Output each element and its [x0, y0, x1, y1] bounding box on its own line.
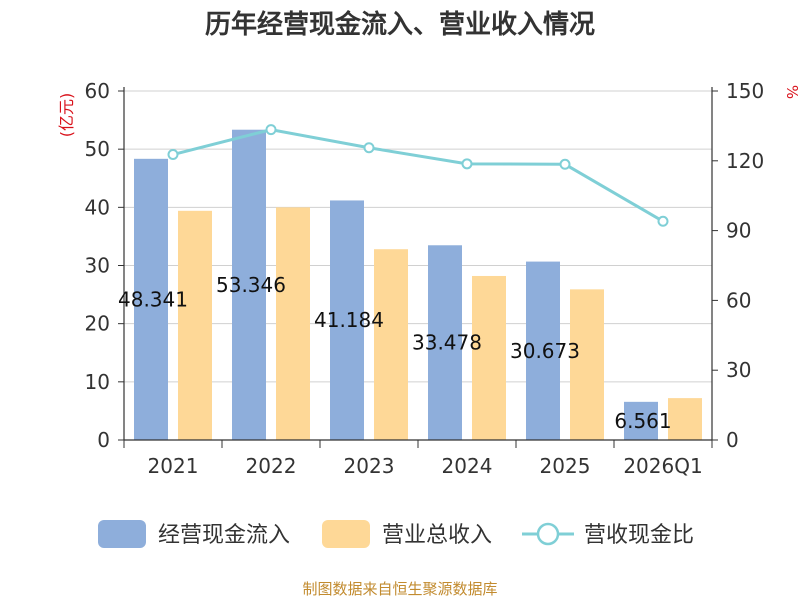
bar-revenue — [472, 275, 506, 440]
legend-swatch-revenue — [322, 520, 370, 548]
legend-label-ratio: 营收现金比 — [584, 523, 694, 548]
left-axis-tick-label: 50 — [85, 137, 110, 161]
ratio-point — [167, 149, 179, 161]
legend-label-cash-inflow: 经营现金流入 — [158, 523, 290, 548]
bar-data-label: 30.673 — [510, 339, 580, 363]
right-axis-tick-label: 60 — [726, 288, 751, 312]
right-axis-tick-label: 90 — [726, 219, 751, 243]
bar-data-label: 6.561 — [614, 409, 671, 433]
bar-cash-inflow — [134, 158, 168, 440]
right-axis-tick-label: 150 — [726, 79, 764, 103]
source-note: 制图数据来自恒生聚源数据库 — [302, 580, 498, 598]
bar-data-label: 33.478 — [412, 331, 482, 355]
legend-swatch-ratio-point — [536, 522, 560, 546]
bar-cash-inflow — [232, 129, 266, 440]
bar-cash-inflow — [526, 261, 560, 440]
bar-data-label: 41.184 — [314, 308, 384, 332]
left-axis-tick-label: 20 — [85, 312, 110, 336]
left-axis-tick-label: 30 — [85, 254, 110, 278]
ratio-point — [657, 215, 669, 227]
chart-title: 历年经营现金流入、营业收入情况 — [204, 10, 595, 40]
bar-data-label: 53.346 — [216, 273, 286, 297]
left-axis-tick-label: 10 — [85, 370, 110, 394]
left-axis-tick-label: 40 — [85, 195, 110, 219]
left-axis-tick-label: 60 — [85, 79, 110, 103]
chart: 0 10 20 30 40 50 60 0 30 60 90 120 150 (亿元)% 2021 2022 2… — [57, 79, 800, 548]
bar-revenue — [276, 207, 310, 440]
right-axis-tick-label: 0 — [726, 428, 739, 452]
left-axis-title: (亿元) — [57, 93, 76, 138]
ratio-point — [265, 124, 277, 136]
bar-revenue — [570, 289, 604, 440]
bar-cash-inflow — [330, 200, 364, 440]
x-axis-tick-label: 2024 — [442, 454, 493, 478]
bar-cash-inflow — [428, 245, 462, 440]
x-axis-tick-label: 2021 — [148, 454, 199, 478]
x-axis-tick-label: 2025 — [540, 454, 591, 478]
x-axis-tick-label: 2026Q1 — [623, 454, 702, 478]
bar-revenue — [668, 398, 702, 440]
x-axis-tick-label: 2022 — [246, 454, 297, 478]
right-axis-tick-label: 120 — [726, 149, 764, 173]
right-axis-tick-label: 30 — [726, 358, 751, 382]
ratio-line — [172, 128, 664, 223]
bar-data-label: 48.341 — [118, 287, 188, 311]
bar-revenue — [178, 210, 212, 440]
ratio-point — [559, 158, 571, 170]
x-axis-tick-label: 2023 — [344, 454, 395, 478]
right-axis-title: % — [783, 85, 800, 99]
left-axis-tick-label: 0 — [97, 428, 110, 452]
ratio-point — [461, 158, 473, 170]
bar-cash-inflow — [624, 401, 658, 440]
legend-label-revenue: 营业总收入 — [382, 523, 492, 548]
bar-revenue — [374, 249, 408, 440]
ratio-point — [363, 142, 375, 154]
legend-swatch-cash-inflow — [98, 520, 146, 548]
